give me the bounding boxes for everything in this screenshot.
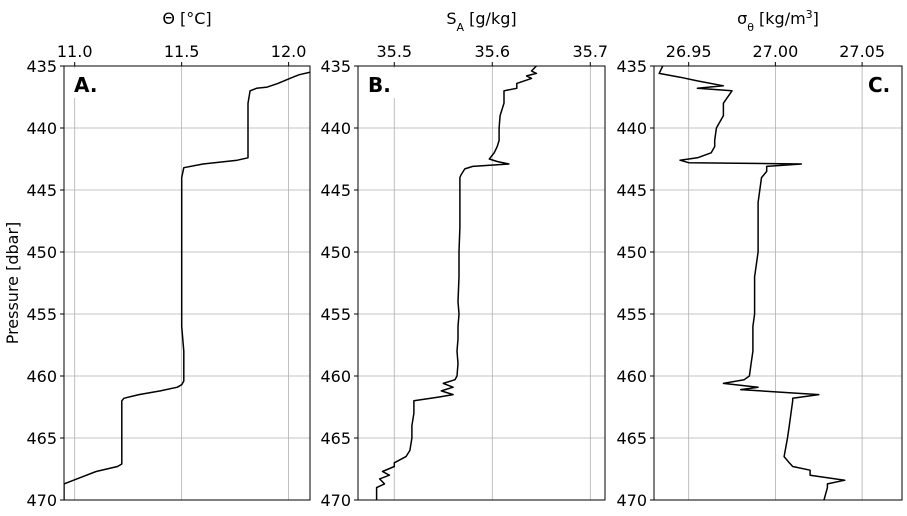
panel-label: B.	[368, 73, 391, 97]
x-tick-label: 35.7	[572, 42, 608, 61]
y-tick-label: 460	[320, 367, 351, 386]
panel-label: A.	[74, 73, 97, 97]
y-tick-label: 445	[26, 181, 57, 200]
y-tick-label: 455	[26, 305, 57, 324]
figure-y-axis-label: Pressure [dbar]	[3, 222, 22, 345]
y-tick-label: 460	[616, 367, 647, 386]
y-tick-label: 450	[616, 243, 647, 262]
panels: A. 435 440 445 450 455 460 465 470 11.0 11.5 12.0 Θ …	[26, 8, 903, 510]
y-tick-label: 440	[26, 119, 57, 138]
y-tick-label: 470	[616, 491, 647, 510]
y-tick-label: 465	[320, 429, 351, 448]
y-tick-label: 455	[320, 305, 351, 324]
y-tick-label: 450	[320, 243, 351, 262]
y-tick-label: 435	[616, 57, 647, 76]
y-tick-label: 435	[320, 57, 351, 76]
panel-label-background	[70, 68, 102, 98]
profile-line	[64, 71, 310, 500]
y-tick-label: 450	[26, 243, 57, 262]
x-axis-label: Θ [°C]	[162, 9, 211, 28]
y-tick-label: 470	[26, 491, 57, 510]
y-tick-label: 465	[26, 429, 57, 448]
x-tick-label: 11.0	[57, 42, 93, 61]
y-tick-label: 440	[616, 119, 647, 138]
y-tick-label: 455	[616, 305, 647, 324]
panel-3: C. 435 440 445 450 455 460 465 470 26.95 27.00 27.0…	[616, 8, 903, 510]
profile-line	[375, 66, 538, 500]
y-tick-label: 435	[26, 57, 57, 76]
x-tick-label: 35.5	[376, 42, 412, 61]
y-tick-label: 470	[320, 491, 351, 510]
axes-frame	[63, 65, 311, 501]
panel-label-background	[864, 68, 896, 98]
y-tick-label: 440	[320, 119, 351, 138]
panel-1: A. 435 440 445 450 455 460 465 470 11.0 11.5 12.0 Θ …	[26, 9, 311, 510]
y-tick-label: 445	[616, 181, 647, 200]
x-tick-label: 11.5	[164, 42, 200, 61]
panel-label: C.	[868, 73, 890, 97]
x-tick-label: 27.00	[752, 42, 798, 61]
y-tick-label: 445	[320, 181, 351, 200]
y-tick-label: 460	[26, 367, 57, 386]
panel-label-background	[364, 68, 396, 98]
x-tick-label: 26.95	[666, 42, 712, 61]
profile-line	[658, 66, 846, 500]
y-tick-label: 465	[616, 429, 647, 448]
axes-frame	[357, 65, 606, 501]
x-tick-label: 27.05	[839, 42, 885, 61]
x-tick-label: 35.6	[474, 42, 510, 61]
x-tick-label: 12.0	[271, 42, 307, 61]
axes-frame	[653, 65, 903, 501]
